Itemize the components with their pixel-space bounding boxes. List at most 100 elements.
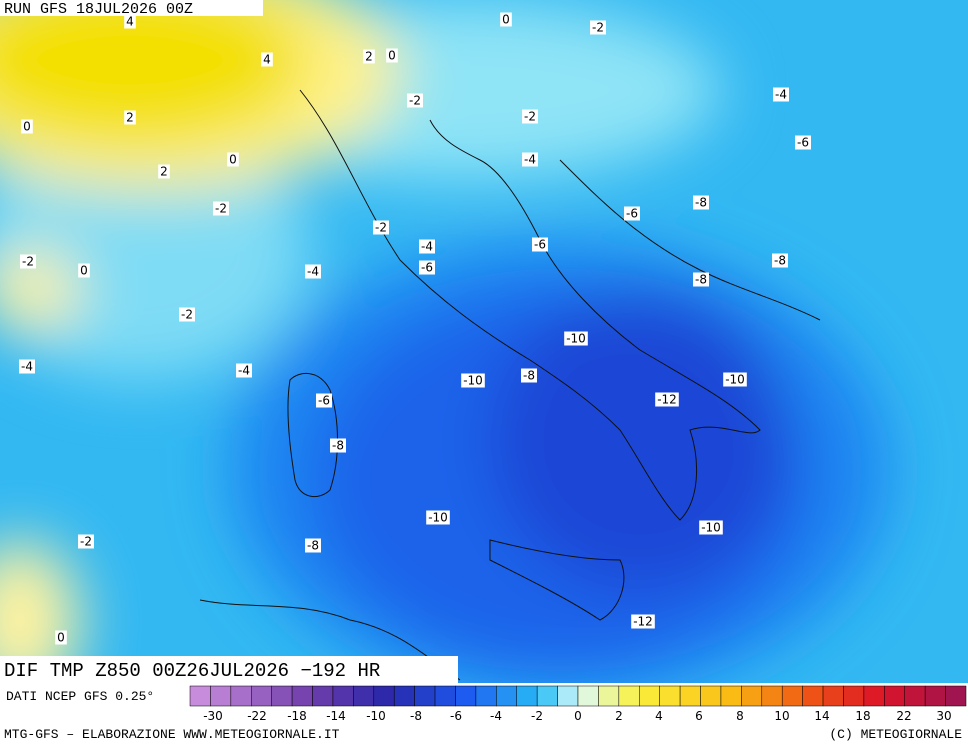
contour-label: -4	[524, 153, 536, 167]
colorbar-label: -22	[247, 709, 267, 723]
colorbar-label: -2	[531, 709, 543, 723]
colorbar-swatch	[353, 685, 375, 707]
contour-label: -2	[375, 221, 387, 235]
colorbar-swatch	[679, 685, 701, 707]
contour-label: 0	[229, 153, 237, 167]
contour-label-box	[624, 206, 640, 221]
contour-label-box	[407, 93, 423, 108]
contour-label-box	[386, 48, 398, 63]
contour-label-box	[795, 135, 811, 150]
colorbar-swatch	[312, 685, 334, 707]
title-box	[0, 656, 458, 684]
colorbar-swatch	[373, 685, 395, 707]
contour-label: 2	[365, 50, 373, 64]
contour-label: -6	[797, 136, 809, 150]
temperature-field	[0, 0, 968, 683]
colorbar-swatch	[659, 685, 681, 707]
colorbar-swatch	[618, 685, 640, 707]
colorbar-swatch	[251, 685, 272, 707]
contour-label-box	[78, 534, 94, 549]
contour-label: -4	[21, 360, 33, 374]
contour-label-box	[236, 363, 252, 378]
contour-label: -4	[421, 240, 433, 254]
colorbar-swatch	[210, 685, 232, 707]
contour-label: 4	[263, 53, 271, 67]
colorbar-swatch	[741, 685, 763, 707]
map-title: DIF TMP Z850 00Z26JUL2026 −192 HR	[4, 660, 380, 682]
contour-label-box	[500, 12, 512, 27]
contour-label-box	[631, 614, 655, 629]
contour-label-box	[124, 14, 136, 29]
credit-label: MTG-GFS – ELABORAZIONE WWW.METEOGIORNALE…	[4, 727, 340, 742]
contour-label: -2	[181, 308, 193, 322]
colorbar-swatch	[230, 685, 252, 707]
contour-label-box	[773, 87, 789, 102]
contour-label: 0	[80, 264, 88, 278]
contour-label: -6	[318, 394, 330, 408]
colorbar-label: -30	[203, 709, 223, 723]
contour-label-box	[78, 263, 90, 278]
contour-label-box	[55, 630, 67, 645]
colorbar-swatch	[700, 685, 722, 707]
contour-label-box	[699, 520, 723, 535]
contour-label-box	[227, 152, 239, 167]
contour-label: -10	[428, 511, 448, 525]
contour-label: 2	[126, 111, 134, 125]
contour-label-box	[693, 272, 709, 287]
contour-label: -12	[657, 393, 677, 407]
colorbar-swatch	[884, 685, 905, 707]
contour-label-box	[521, 368, 537, 383]
contour-label-box	[522, 109, 538, 124]
contour-label-box	[655, 392, 679, 407]
contour-label-box	[564, 331, 588, 346]
contour-label: -2	[592, 21, 604, 35]
colorbar-label: 22	[896, 709, 911, 723]
colorbar-swatch	[904, 685, 926, 707]
header-box	[0, 0, 263, 16]
colorbar-swatch	[843, 685, 865, 707]
contour-label-box	[723, 372, 747, 387]
colorbar-swatch	[761, 685, 783, 707]
colorbar-swatch	[332, 685, 354, 707]
colorbar-label: 2	[615, 709, 623, 723]
colorbar-swatch	[455, 685, 477, 707]
contour-labels: 4 0 -2 4 2 0 -2 -4 0 2 -2 -6 0 -4 2 -2 -8 -6 -2 -4 -6 -2 0 -6 -4…	[19, 12, 811, 645]
colorbar-label: 4	[655, 709, 663, 723]
contour-label-box	[426, 510, 450, 525]
colorbar-label: 14	[814, 709, 829, 723]
contour-label: -2	[22, 255, 34, 269]
colorbar-label: 10	[774, 709, 789, 723]
contour-label: 0	[388, 49, 396, 63]
contour-label: 2	[160, 165, 168, 179]
colorbar-label: 18	[855, 709, 870, 723]
colorbar-swatch	[557, 685, 579, 707]
colorbar-label: 6	[695, 709, 703, 723]
contour-label-box	[213, 201, 229, 216]
contour-label: -10	[701, 521, 721, 535]
contour-label-box	[522, 152, 538, 167]
contour-label: -8	[332, 439, 344, 453]
colorbar-swatch	[271, 685, 293, 707]
colorbar-swatch	[475, 685, 497, 707]
contour-label-box	[158, 164, 170, 179]
contour-label-box	[772, 253, 788, 268]
colorbar-swatch	[414, 685, 436, 707]
contour-label-box	[693, 195, 709, 210]
contour-label: 0	[502, 13, 510, 27]
contour-label-box	[316, 393, 332, 408]
contour-label-box	[261, 52, 273, 67]
colorbar-swatch	[393, 685, 415, 707]
colorbar-swatch	[434, 685, 456, 707]
contour-label: -4	[238, 364, 250, 378]
colorbar-swatch	[291, 685, 313, 707]
contour-label: -8	[774, 254, 786, 268]
colorbar-label: 30	[936, 709, 951, 723]
run-label: RUN GFS 18JUL2026 00Z	[4, 1, 193, 18]
colorbar-label: -8	[410, 709, 422, 723]
contour-label: -4	[307, 265, 319, 279]
contour-label: -8	[695, 273, 707, 287]
contour-label-box	[19, 359, 35, 374]
contour-label-box	[419, 260, 435, 275]
contour-label-box	[419, 239, 435, 254]
